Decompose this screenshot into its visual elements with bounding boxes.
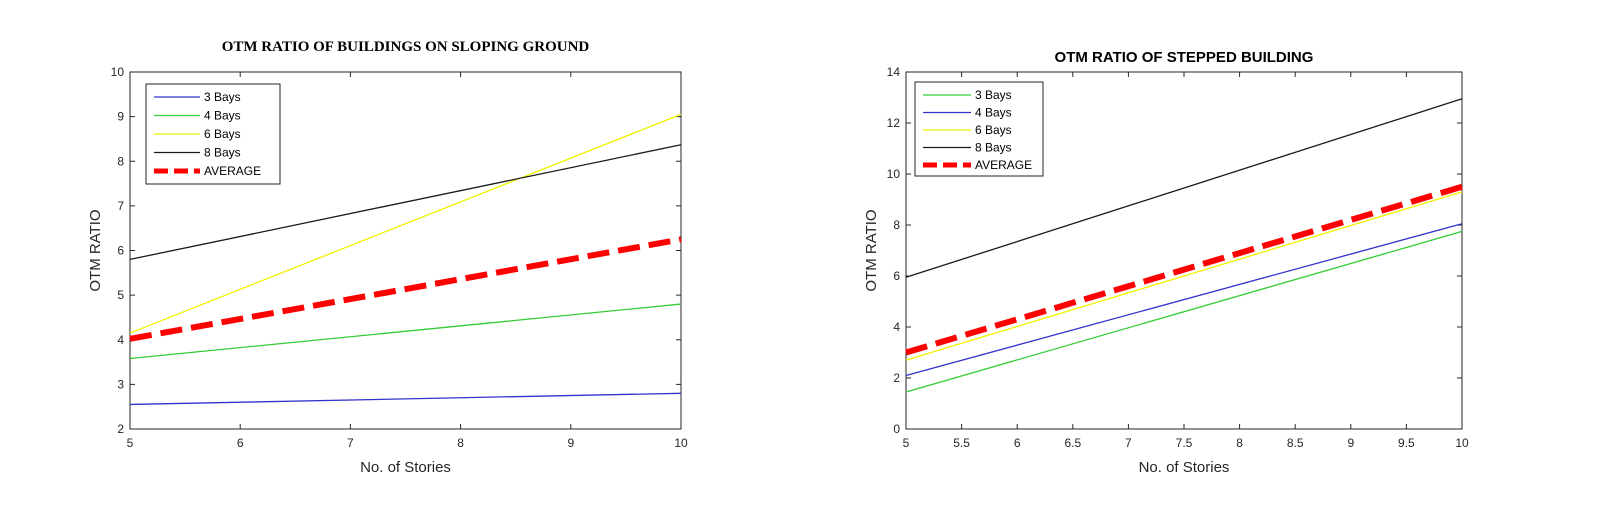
chart-2: OTM RATIO OF STEPPED BUILDING 5 5.5 6 6.5 7 7.… [863,49,1469,476]
series-line-8-bays [129,144,682,261]
legend-label: 3 Bays [204,90,241,104]
y-tick-label: 10 [111,65,125,79]
chart-title: OTM RATIO OF STEPPED BUILDING [1055,49,1314,66]
x-tick-label: 5 [903,436,910,450]
legend-label: 8 Bays [975,141,1012,155]
x-axis-label: No. of Stories [360,459,451,476]
y-tick-label: 0 [893,422,900,436]
y-tick-label: 2 [893,371,900,385]
legend-label: 8 Bays [204,146,241,160]
series-line-6-bays [905,191,1463,361]
series-line-average [905,183,1463,356]
legend: 3 Bays 4 Bays 6 Bays 8 Bays AVERAGE [914,81,1044,177]
y-axis-label: OTM RATIO [863,209,880,291]
y-tick-label: 4 [117,333,124,347]
x-tick-label: 8 [457,436,464,450]
x-tick-label: 9 [567,436,574,450]
x-tick-label: 8.5 [1287,436,1304,450]
x-tick-label: 10 [1455,436,1469,450]
x-tick-label: 9.5 [1398,436,1415,450]
series-line-average [129,236,682,342]
series-line-3-bays [905,230,1463,393]
x-tick-label: 5 [127,436,134,450]
y-tick-label: 2 [117,422,124,436]
y-tick-label: 6 [893,269,900,283]
y-tick-label: 6 [117,244,124,258]
x-tick-label: 6 [1014,436,1021,450]
x-axis-label: No. of Stories [1139,459,1230,476]
y-axis-label: OTM RATIO [87,209,104,291]
legend-label: 6 Bays [975,123,1012,137]
legend-label: 6 Bays [204,127,241,141]
series-line-4-bays [129,303,682,360]
legend-label: AVERAGE [204,164,261,178]
x-tick-label: 7.5 [1176,436,1193,450]
x-tick-label: 6 [237,436,244,450]
chart-title: OTM RATIO OF BUILDINGS ON SLOPING GROUND [222,39,590,55]
series-line-6-bays [129,113,682,334]
legend-label: 3 Bays [975,88,1012,102]
x-tick-label: 9 [1347,436,1354,450]
series-line-8-bays [905,98,1463,278]
legend: 3 Bays 4 Bays 6 Bays 8 Bays AVERAGE [145,83,281,185]
y-tick-label: 4 [893,320,900,334]
legend-label: 4 Bays [204,109,241,123]
y-tick-label: 14 [887,65,901,79]
legend-label: 4 Bays [975,106,1012,120]
x-tick-label: 6.5 [1064,436,1081,450]
series-line-4-bays [905,223,1463,377]
y-tick-label: 10 [887,167,901,181]
series-line-3-bays [129,392,682,406]
y-tick-label: 9 [117,110,124,124]
x-tick-label: 7 [1125,436,1132,450]
y-tick-label: 7 [117,199,124,213]
y-tick-label: 8 [893,218,900,232]
x-tick-label: 10 [674,436,688,450]
y-tick-label: 8 [117,154,124,168]
y-tick-label: 5 [117,288,124,302]
y-tick-label: 12 [887,116,901,130]
chart-1: OTM RATIO OF BUILDINGS ON SLOPING GROUND… [87,39,688,476]
x-tick-label: 8 [1236,436,1243,450]
x-tick-label: 7 [347,436,354,450]
y-tick-label: 3 [117,377,124,391]
legend-box [914,81,1044,177]
legend-label: AVERAGE [975,158,1032,172]
x-tick-label: 5.5 [953,436,970,450]
